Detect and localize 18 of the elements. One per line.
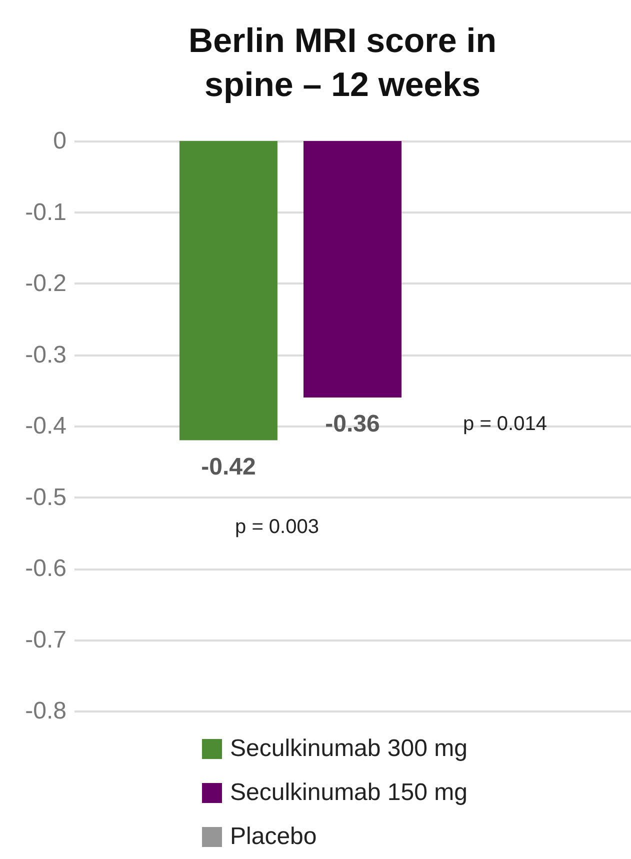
y-tick-label: 0 (53, 128, 66, 154)
y-tick-label: -0.8 (25, 698, 66, 724)
y-tick-label: -0.4 (25, 412, 66, 440)
data-label: -0.42 (201, 453, 256, 480)
y-tick-label: -0.5 (25, 484, 66, 511)
text: spine – 12 weeks (204, 66, 480, 104)
y-tick-label: -0.7 (25, 626, 66, 654)
y-tick-label: -0.6 (25, 555, 66, 582)
legend-label: Seculkinumab 150 mg (230, 779, 468, 806)
legend-label: Placebo (230, 823, 317, 850)
data-label: -0.36 (325, 410, 380, 438)
text: Berlin MRI score in (188, 22, 496, 60)
y-tick-label: -0.1 (25, 198, 66, 226)
annotation: p = 0.003 (235, 516, 319, 538)
y-tick-label: -0.3 (25, 341, 66, 368)
legend-label: Seculkinumab 300 mg (230, 735, 468, 762)
y-tick-label: -0.2 (25, 270, 66, 297)
annotation: p = 0.014 (463, 413, 547, 435)
